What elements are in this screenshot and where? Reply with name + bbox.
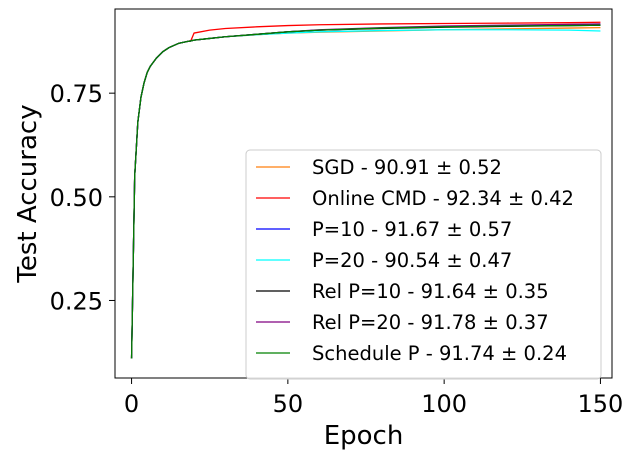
legend-box: [245, 149, 602, 380]
legend-label: Rel P=10 - 91.64 ± 0.35: [312, 280, 549, 303]
legend-label: Online CMD - 92.34 ± 0.42: [312, 187, 574, 210]
y-tick-label: 0.50: [50, 184, 103, 212]
series-layer: [130, 21, 601, 359]
legend: SGD - 90.91 ± 0.52 Online CMD - 92.34 ± 0…: [245, 149, 602, 380]
y-axis-ticks: 0.25 0.50 0.75: [50, 80, 115, 315]
legend-label: P=20 - 90.54 ± 0.47: [312, 249, 512, 272]
legend-label: Schedule P - 91.74 ± 0.24: [312, 342, 567, 365]
x-axis-ticks: 0 50 100 150: [124, 378, 623, 418]
x-axis-label: Epoch: [324, 421, 404, 451]
y-tick-label: 0.75: [50, 80, 103, 108]
x-tick-label: 100: [421, 390, 467, 418]
series-line-7: [130, 24, 601, 359]
x-tick-label: 150: [578, 390, 624, 418]
x-tick-label: 50: [273, 390, 304, 418]
y-axis-label: Test Accuracy: [13, 104, 43, 283]
y-tick-label: 0.25: [50, 287, 103, 315]
legend-label: Rel P=20 - 91.78 ± 0.37: [312, 311, 549, 334]
x-tick-label: 0: [124, 390, 139, 418]
legend-label: SGD - 90.91 ± 0.52: [312, 156, 502, 179]
legend-label: P=10 - 91.67 ± 0.57: [312, 218, 512, 241]
